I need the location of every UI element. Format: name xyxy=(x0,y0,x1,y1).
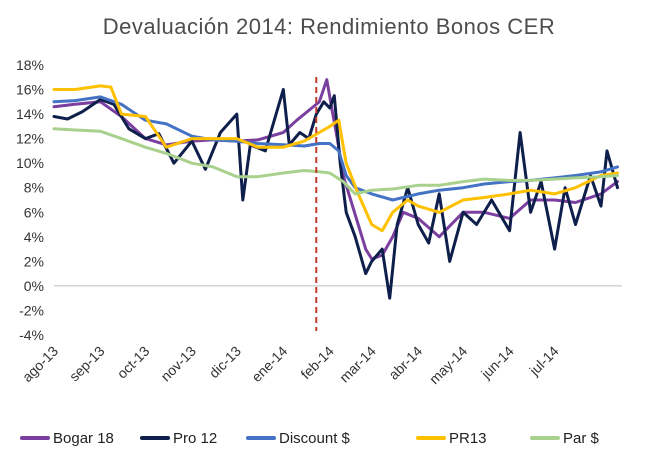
series-line-par xyxy=(52,127,619,196)
legend-label-bogar-18: Bogar 18 xyxy=(53,430,114,447)
y-tick-label: 16% xyxy=(16,82,44,98)
x-tick-label: jun-14 xyxy=(477,343,517,383)
legend-label-par: Par $ xyxy=(563,430,600,447)
x-tick-label: dic-13 xyxy=(206,343,244,381)
y-tick-label: 12% xyxy=(16,131,44,147)
y-tick-label: 0% xyxy=(24,278,44,294)
x-tick-label: oct-13 xyxy=(114,343,153,382)
y-tick-label: 2% xyxy=(24,253,44,269)
chart-title: Devaluación 2014: Rendimiento Bonos CER xyxy=(102,14,556,39)
series-line-pro-12 xyxy=(52,88,619,300)
legend-label-pr13: PR13 xyxy=(449,430,487,447)
legend-label-pro-12: Pro 12 xyxy=(173,430,217,447)
x-tick-label: jul-14 xyxy=(525,343,561,379)
y-tick-label: 4% xyxy=(24,229,44,245)
x-tick-label: mar-14 xyxy=(336,343,379,386)
x-tick-label: sep-13 xyxy=(66,343,108,385)
y-tick-label: 14% xyxy=(16,106,44,122)
y-tick-label: 8% xyxy=(24,180,44,196)
y-tick-label: 10% xyxy=(16,155,44,171)
x-axis: ago-13 sep-13 oct-13 nov-13 dic-13 ene-14 feb-… xyxy=(19,285,622,387)
series-line-pr13 xyxy=(52,84,619,233)
legend-label-discount: Discount $ xyxy=(279,430,351,447)
y-tick-label: 18% xyxy=(16,57,44,73)
series-lines xyxy=(52,78,619,300)
x-tick-label: ene-14 xyxy=(248,343,290,385)
y-axis: -4% -2% 0% 2% 4% 6% 8% 10% 12% 14% 16% 18% xyxy=(16,57,44,343)
x-tick-label: may-14 xyxy=(426,343,470,387)
x-tick-label: ago-13 xyxy=(19,343,61,385)
legend: Bogar 18 Pro 12 Discount $ PR13 Par $ xyxy=(20,430,600,447)
x-tick-label: feb-14 xyxy=(297,343,337,383)
x-tick-label: nov-13 xyxy=(157,343,199,385)
y-tick-label: -4% xyxy=(19,327,44,343)
y-tick-label: -2% xyxy=(19,302,44,318)
y-tick-label: 6% xyxy=(24,204,44,220)
x-tick-label: abr-14 xyxy=(385,343,425,383)
